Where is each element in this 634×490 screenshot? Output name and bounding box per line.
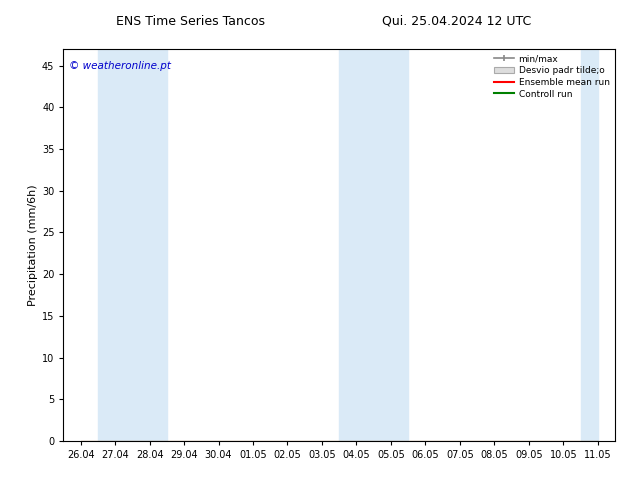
Legend: min/max, Desvio padr tilde;o, Ensemble mean run, Controll run: min/max, Desvio padr tilde;o, Ensemble m… (491, 51, 613, 102)
Text: © weatheronline.pt: © weatheronline.pt (69, 61, 171, 71)
Text: Qui. 25.04.2024 12 UTC: Qui. 25.04.2024 12 UTC (382, 15, 531, 28)
Bar (581, 49, 598, 441)
Bar (339, 49, 408, 441)
Y-axis label: Precipitation (mm/6h): Precipitation (mm/6h) (28, 184, 37, 306)
Bar (98, 49, 167, 441)
Text: ENS Time Series Tancos: ENS Time Series Tancos (115, 15, 265, 28)
